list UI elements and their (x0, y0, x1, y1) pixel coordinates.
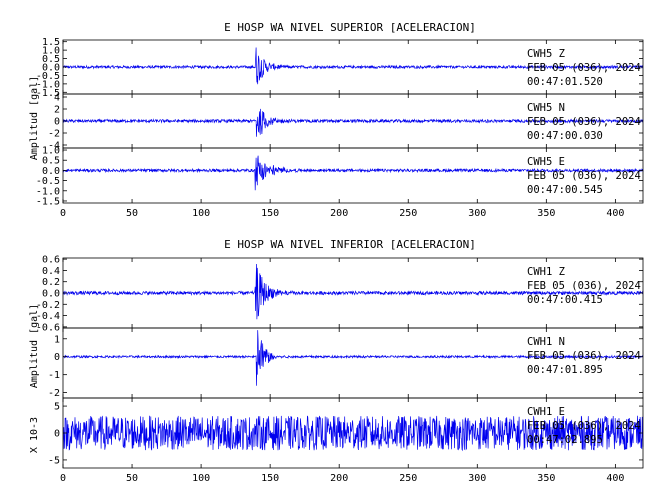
x-tick-label: 200 (330, 473, 348, 484)
y-tick-label: 4 (54, 93, 60, 104)
x-tick-label: 50 (126, 208, 138, 219)
x-tick-label: 400 (606, 473, 624, 484)
y-tick-label: 0.5 (42, 156, 60, 167)
x-tick-label: 300 (468, 208, 486, 219)
y-tick-label: 1.5 (42, 37, 60, 48)
chart-title-inferior: E HOSP WA NIVEL INFERIOR [ACELERACION] (224, 238, 476, 251)
x-tick-label: 350 (537, 473, 555, 484)
station-time: 00:47:01.895 (527, 364, 603, 376)
y-tick-label: -0.6 (36, 322, 60, 333)
station-time: 00:47:00.030 (527, 130, 603, 142)
x-tick-label: 100 (192, 208, 210, 219)
y-tick-label: 0.5 (42, 54, 60, 65)
x-tick-label: 200 (330, 208, 348, 219)
y-axis-label-superior: Amplitud [gal] (29, 76, 40, 160)
x-tick-label: 300 (468, 473, 486, 484)
y-tick-label: 0.0 (42, 63, 60, 74)
y-axis-label-inferior: Amplitud [gal] (29, 304, 40, 388)
station-date: FEB 05 (036), 2024 (527, 420, 641, 432)
y-tick-label: -1.0 (36, 79, 60, 90)
station-date: FEB 05 (036), 2024 (527, 350, 641, 362)
y-tick-label: 1.0 (42, 46, 60, 57)
trace-layer (62, 47, 644, 452)
x-tick-label: 400 (606, 208, 624, 219)
station-label: CWH1 Z (527, 266, 565, 278)
x-tick-label: 50 (126, 473, 138, 484)
waveform-cwh1-e (62, 415, 644, 452)
station-date: FEB 05 (036), 2024 (527, 280, 641, 292)
waveform-cwh5-n (62, 108, 644, 137)
y-tick-label: 1 (54, 334, 60, 345)
y-tick-label: -4 (48, 141, 60, 152)
y-tick-label: -0.4 (36, 311, 60, 322)
y-tick-label: 1.0 (42, 146, 60, 157)
y-tick-label: 5 (54, 402, 60, 413)
y-tick-label: 0.0 (42, 166, 60, 177)
y-tick-label: -2 (48, 388, 60, 399)
x-tick-label: 0 (60, 208, 66, 219)
chart-title-superior: E HOSP WA NIVEL SUPERIOR [ACELERACION] (224, 21, 476, 34)
y-tick-label: 0 (54, 352, 60, 363)
waveform-cwh5-z (62, 47, 644, 85)
y-tick-label: 0.0 (42, 289, 60, 300)
y-tick-label: -0.5 (36, 71, 60, 82)
station-date: FEB 05 (036), 2024 (527, 170, 641, 182)
station-label: CWH1 E (527, 406, 565, 418)
y-tick-label: 0.2 (42, 277, 60, 288)
station-label: CWH5 Z (527, 48, 565, 60)
x-tick-label: 250 (399, 208, 417, 219)
station-time: 00:47:00.545 (527, 184, 603, 196)
y-tick-label: 0.6 (42, 255, 60, 266)
y-axis-scale-label: X 10-3 (29, 417, 40, 453)
y-tick-label: 0 (54, 117, 60, 128)
waveform-cwh5-e (62, 155, 644, 191)
waveform-cwh1-n (62, 330, 644, 386)
x-tick-label: 0 (60, 473, 66, 484)
station-label: CWH5 N (527, 102, 565, 114)
y-tick-label: -1.0 (36, 186, 60, 197)
subplot-frame (62, 147, 644, 204)
station-time: 00:47:01.520 (527, 76, 603, 88)
x-tick-label: 150 (261, 473, 279, 484)
waveform-cwh1-z (62, 263, 644, 320)
y-tick-label: -5 (48, 455, 60, 466)
y-tick-label: -1.5 (36, 196, 60, 207)
station-time: 00:47:00.415 (527, 294, 603, 306)
y-tick-label: 0 (54, 429, 60, 440)
station-time: 00:47:02.895 (527, 434, 603, 446)
y-tick-label: -1.5 (36, 88, 60, 99)
y-tick-label: -1 (48, 370, 60, 381)
x-tick-label: 250 (399, 473, 417, 484)
x-tick-label: 150 (261, 208, 279, 219)
station-date: FEB 05 (036), 2024 (527, 62, 641, 74)
y-tick-label: 0.4 (42, 266, 60, 277)
y-tick-label: 2 (54, 105, 60, 116)
station-label: CWH5 E (527, 156, 565, 168)
station-date: FEB 05 (036), 2024 (527, 116, 641, 128)
y-tick-label: -2 (48, 129, 60, 140)
y-tick-label: -0.5 (36, 176, 60, 187)
x-tick-label: 100 (192, 473, 210, 484)
y-tick-label: -0.2 (36, 300, 60, 311)
station-label: CWH1 N (527, 336, 565, 348)
x-tick-label: 350 (537, 208, 555, 219)
